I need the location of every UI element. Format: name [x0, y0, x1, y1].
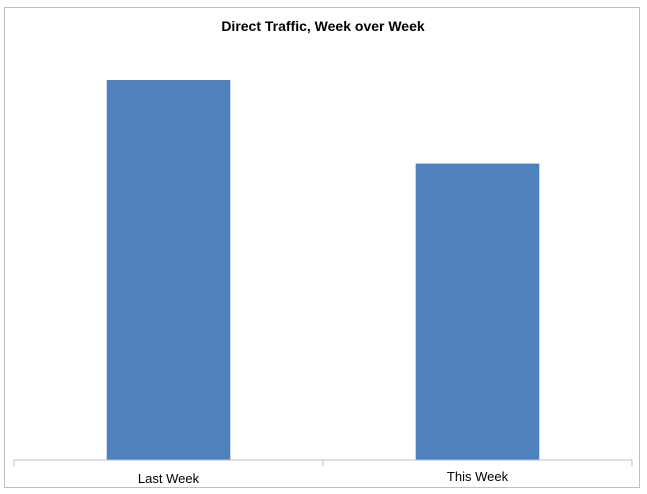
bar-this-week	[415, 163, 540, 460]
bars-group	[106, 80, 540, 460]
x-tick-label-last-week: Last Week	[138, 471, 200, 486]
x-axis-ticks	[13, 460, 633, 466]
chart-title: Direct Traffic, Week over Week	[221, 18, 425, 34]
x-axis-tick-labels: Last Week This Week	[138, 469, 509, 486]
bar-last-week	[106, 80, 231, 460]
x-tick-label-this-week: This Week	[447, 469, 509, 484]
